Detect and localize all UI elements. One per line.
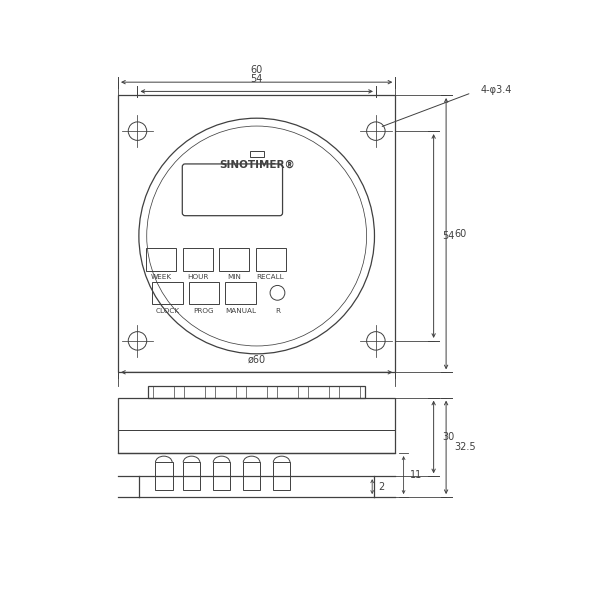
Text: 30: 30 xyxy=(442,432,454,442)
Bar xyxy=(246,386,266,398)
Bar xyxy=(277,386,298,398)
Text: CLOCK: CLOCK xyxy=(155,308,179,314)
Bar xyxy=(153,386,173,398)
Bar xyxy=(184,386,205,398)
Text: HOUR: HOUR xyxy=(187,274,208,280)
Text: 54: 54 xyxy=(250,74,263,84)
Bar xyxy=(118,95,395,372)
Bar xyxy=(189,282,219,304)
Bar xyxy=(146,248,176,271)
Bar xyxy=(273,463,290,490)
Bar xyxy=(250,151,263,157)
Text: MIN: MIN xyxy=(227,274,241,280)
Bar xyxy=(155,463,173,490)
Text: 32.5: 32.5 xyxy=(454,442,476,452)
Text: PROG: PROG xyxy=(194,308,214,314)
Bar xyxy=(183,463,200,490)
Bar xyxy=(219,248,249,271)
Bar xyxy=(256,248,286,271)
Bar xyxy=(308,386,329,398)
Text: 60: 60 xyxy=(454,229,467,239)
Bar xyxy=(215,386,236,398)
Bar xyxy=(182,248,212,271)
Bar xyxy=(213,463,230,490)
Bar xyxy=(226,282,256,304)
Text: ø60: ø60 xyxy=(248,355,266,365)
Text: WEEK: WEEK xyxy=(151,274,172,280)
Text: 11: 11 xyxy=(410,470,422,480)
Bar xyxy=(148,386,365,398)
Text: 2: 2 xyxy=(378,482,385,491)
Text: 4-φ3.4: 4-φ3.4 xyxy=(481,85,512,95)
Text: RECALL: RECALL xyxy=(257,274,284,280)
Text: SINOTIMER®: SINOTIMER® xyxy=(219,160,295,169)
Text: R: R xyxy=(275,308,280,314)
Text: MANUAL: MANUAL xyxy=(225,308,256,314)
Text: 54: 54 xyxy=(442,231,454,241)
Bar xyxy=(339,386,360,398)
Text: 60: 60 xyxy=(251,65,263,75)
Bar xyxy=(243,463,260,490)
Bar xyxy=(118,398,395,453)
Bar xyxy=(152,282,182,304)
